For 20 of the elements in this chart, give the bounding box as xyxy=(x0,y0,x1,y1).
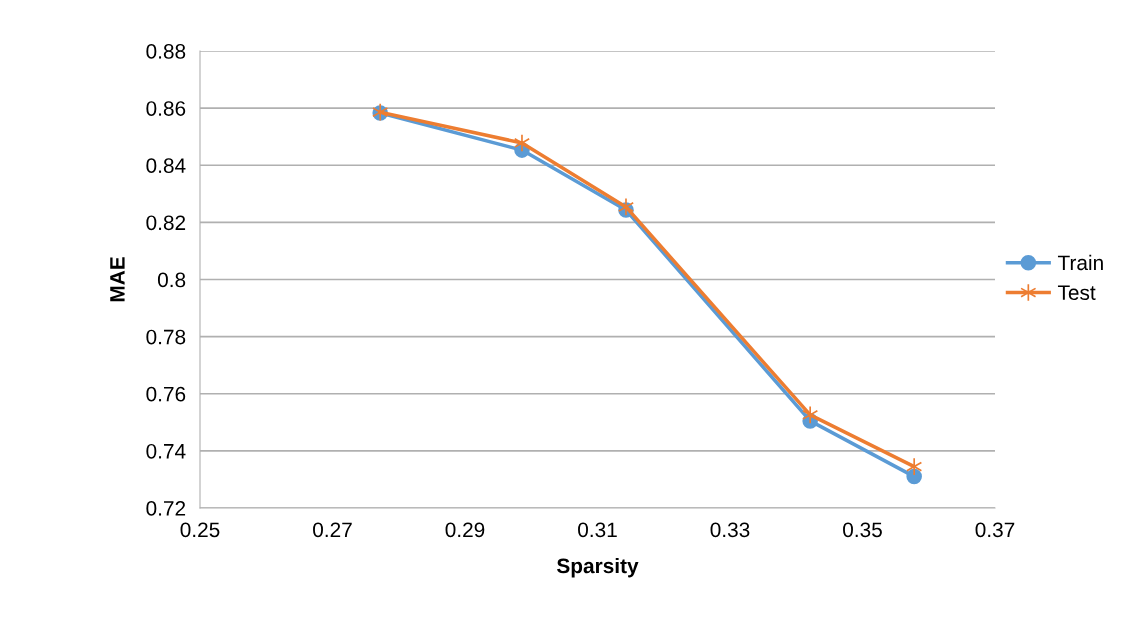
legend-label: Train xyxy=(1057,254,1103,271)
y-tick-label: 0.82 xyxy=(146,215,186,231)
y-tick-label: 0.8 xyxy=(157,272,186,288)
y-tick-label: 0.76 xyxy=(146,386,186,402)
y-axis-title: MAE xyxy=(110,257,125,302)
legend-label: Test xyxy=(1057,285,1096,301)
x-tick-label: 0.27 xyxy=(313,522,352,538)
y-tick-label: 0.72 xyxy=(146,501,186,516)
y-tick-label: 0.74 xyxy=(146,443,186,459)
y-tick-label: 0.78 xyxy=(146,329,186,345)
y-tick-label: 0.84 xyxy=(146,158,186,173)
x-tick-label: 0.29 xyxy=(445,522,485,538)
x-tick-label: 0.31 xyxy=(578,522,617,538)
y-tick-label: 0.86 xyxy=(146,101,186,116)
x-axis-title: Sparsity xyxy=(556,557,639,578)
x-tick-label: 0.33 xyxy=(710,522,750,538)
x-tick-label: 0.25 xyxy=(180,522,220,538)
x-tick-label: 0.35 xyxy=(843,522,882,538)
x-tick-label: 0.37 xyxy=(975,522,1015,538)
y-tick-label: 0.88 xyxy=(146,44,186,59)
